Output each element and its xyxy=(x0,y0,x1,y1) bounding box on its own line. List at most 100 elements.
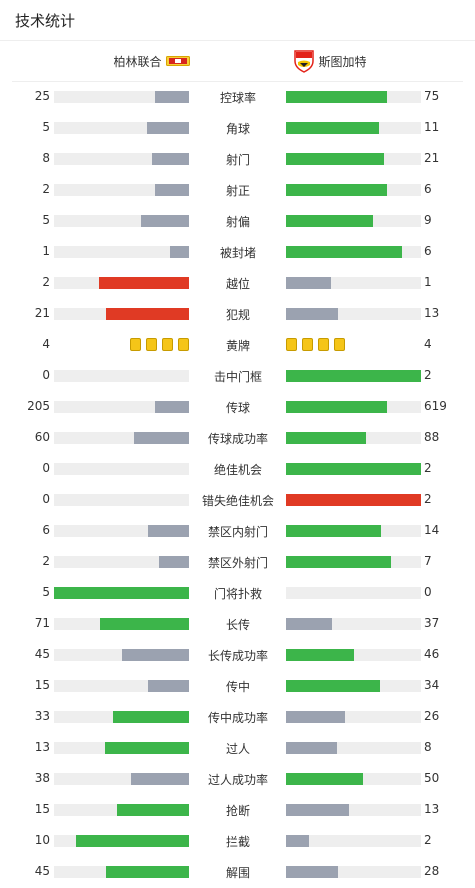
home-team-name: 柏林联合 xyxy=(113,54,162,69)
stat-label: 射正 xyxy=(225,184,250,198)
home-stat-bar-track xyxy=(54,463,189,475)
home-stat-value: 2 xyxy=(42,182,50,196)
away-stat-bar xyxy=(286,711,345,723)
stat-label: 传中成功率 xyxy=(207,711,268,725)
away-stat-bar xyxy=(286,91,387,103)
away-stat-bar xyxy=(286,432,366,444)
away-stat-value: 8 xyxy=(424,740,432,754)
away-stat-bar-track xyxy=(286,804,421,816)
home-stat-bar-track xyxy=(54,308,189,320)
away-stat-bar xyxy=(286,215,373,227)
home-stat-bar-track xyxy=(54,804,189,816)
away-stat-bar-track xyxy=(286,184,421,196)
yellow-card-icon xyxy=(334,338,345,351)
home-stat-bar-track xyxy=(54,525,189,537)
away-stat-value: 4 xyxy=(424,337,432,351)
home-stat-value: 2 xyxy=(42,275,50,289)
home-stat-bar-track xyxy=(54,680,189,692)
away-stat-bar-track xyxy=(286,91,421,103)
away-stat-bar xyxy=(286,308,338,320)
away-stat-bar-track xyxy=(286,587,421,599)
away-stat-bar xyxy=(286,804,349,816)
stat-label: 击中门框 xyxy=(213,370,262,384)
away-stat-value: 14 xyxy=(424,523,440,537)
home-stat-bar xyxy=(148,680,189,692)
away-stat-bar xyxy=(286,494,421,506)
home-stat-value: 21 xyxy=(34,306,50,320)
home-stat-bar xyxy=(100,618,189,630)
page-title-text: 技术统计 xyxy=(15,11,76,30)
away-stat-bar xyxy=(286,277,331,289)
away-stat-value: 26 xyxy=(424,709,440,723)
away-stat-value: 75 xyxy=(424,89,440,103)
away-stat-bar-track xyxy=(286,556,421,568)
home-stat-value: 33 xyxy=(34,709,50,723)
stat-row: 25 控球率 75 xyxy=(0,87,475,107)
yellow-card-icon xyxy=(162,338,173,351)
away-stat-bar xyxy=(286,773,363,785)
home-stat-value: 1 xyxy=(42,244,50,258)
yellow-card-icon xyxy=(146,338,157,351)
stat-label: 禁区外射门 xyxy=(207,556,268,570)
stat-label: 禁区内射门 xyxy=(207,525,268,539)
home-stat-value: 6 xyxy=(42,523,50,537)
away-stat-value: 1 xyxy=(424,275,432,289)
home-stat-bar xyxy=(155,401,189,413)
stat-label: 错失绝佳机会 xyxy=(201,494,274,508)
away-stat-bar-track xyxy=(286,432,421,444)
stat-label: 传中 xyxy=(225,680,250,694)
away-stat-bar-track xyxy=(286,308,421,320)
away-stat-bar-track xyxy=(286,122,421,134)
away-stat-bar-track xyxy=(286,494,421,506)
yellow-card-icon xyxy=(130,338,141,351)
away-stat-bar-track xyxy=(286,153,421,165)
home-stat-bar-track xyxy=(54,91,189,103)
away-stat-value: 9 xyxy=(424,213,432,227)
team-header: 柏林联合 斯图加特 xyxy=(12,41,463,82)
away-stat-bar xyxy=(286,618,332,630)
home-stat-bar xyxy=(155,91,189,103)
away-stat-bar-track xyxy=(286,742,421,754)
home-stat-bar xyxy=(99,277,189,289)
stat-row: 8 射门 21 xyxy=(0,149,475,169)
home-stat-bar-track xyxy=(54,122,189,134)
home-stat-bar xyxy=(113,711,189,723)
stat-label: 拦截 xyxy=(225,835,250,849)
home-stat-bar xyxy=(141,215,189,227)
home-stat-value: 13 xyxy=(34,740,50,754)
away-stat-bar xyxy=(286,401,387,413)
home-stat-value: 25 xyxy=(34,89,50,103)
home-stat-value: 38 xyxy=(34,771,50,785)
stat-row: 60 传球成功率 88 xyxy=(0,428,475,448)
home-stat-bar-track xyxy=(54,494,189,506)
stat-label: 传球成功率 xyxy=(207,432,268,446)
away-stat-bar xyxy=(286,742,337,754)
stat-row: 45 解围 28 xyxy=(0,862,475,882)
home-stat-bar xyxy=(134,432,189,444)
away-stat-bar xyxy=(286,680,380,692)
stat-row: 5 门将扑救 0 xyxy=(0,583,475,603)
away-stat-bar-track xyxy=(286,680,421,692)
home-stat-value: 5 xyxy=(42,120,50,134)
home-stat-value: 5 xyxy=(42,213,50,227)
away-stat-bar xyxy=(286,556,391,568)
stat-row: 4 黄牌 4 xyxy=(0,335,475,355)
home-stat-bar xyxy=(54,587,189,599)
home-stat-value: 15 xyxy=(34,802,50,816)
stat-label: 解围 xyxy=(225,866,250,880)
away-stat-value: 21 xyxy=(424,151,440,165)
home-stat-bar xyxy=(159,556,189,568)
home-stat-value: 8 xyxy=(42,151,50,165)
home-stat-bar-track xyxy=(54,215,189,227)
stat-row: 21 犯规 13 xyxy=(0,304,475,324)
yellow-card-icon xyxy=(302,338,313,351)
page-title: 技术统计 xyxy=(0,0,475,41)
home-team[interactable]: 柏林联合 xyxy=(113,41,190,81)
home-stat-bar xyxy=(76,835,189,847)
home-stat-bar xyxy=(170,246,189,258)
home-stat-bar-track xyxy=(54,401,189,413)
yellow-card-icon xyxy=(318,338,329,351)
away-team[interactable]: 斯图加特 xyxy=(293,41,367,81)
home-stat-bar-track xyxy=(54,184,189,196)
away-stat-value: 2 xyxy=(424,492,432,506)
